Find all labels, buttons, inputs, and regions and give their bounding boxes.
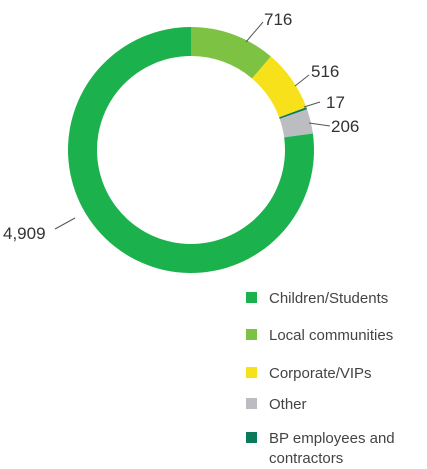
legend-swatch [246, 329, 257, 340]
value-label-corporate-vips: 516 [311, 62, 339, 81]
value-label-other: 206 [331, 117, 359, 136]
legend-item-corporate-vips: Corporate/VIPs [246, 364, 372, 384]
legend-swatch [246, 292, 257, 303]
legend-item-bp-employees-and-contractors: BP employees and contractors [246, 429, 419, 469]
value-label-children-students: 4,909 [3, 224, 46, 243]
value-label-local-communities: 716 [264, 10, 292, 29]
donut-chart: 4,909 716 516 206 17 [3, 10, 359, 274]
legend-label: Corporate/VIPs [269, 365, 372, 382]
slice-other [279, 109, 313, 138]
leader-line-corporate-vips [294, 74, 310, 87]
legend-label: Local communities [269, 327, 394, 344]
legend-item-children-students: Children/Students [246, 289, 388, 309]
leader-line-other [308, 122, 331, 127]
leader-line-bp-employees-and-contractors [303, 101, 321, 108]
legend-item-local-communities: Local communities [246, 326, 393, 346]
legend-swatch [246, 432, 257, 443]
leader-line-children-students [54, 217, 76, 230]
legend-label: BP employees and contractors [269, 430, 395, 467]
legend-item-other: Other [246, 395, 307, 415]
legend-swatch [246, 398, 257, 409]
legend-label: Other [269, 396, 307, 413]
value-label-bp-employees-and-contractors: 17 [326, 93, 345, 112]
slice-corporate-vips [252, 56, 307, 118]
legend-label: Children/Students [269, 290, 389, 307]
slice-local-communities [191, 27, 271, 79]
leader-line-local-communities [245, 21, 264, 43]
slice-bp-employees-and-contractors [279, 107, 308, 119]
legend-swatch [246, 367, 257, 378]
